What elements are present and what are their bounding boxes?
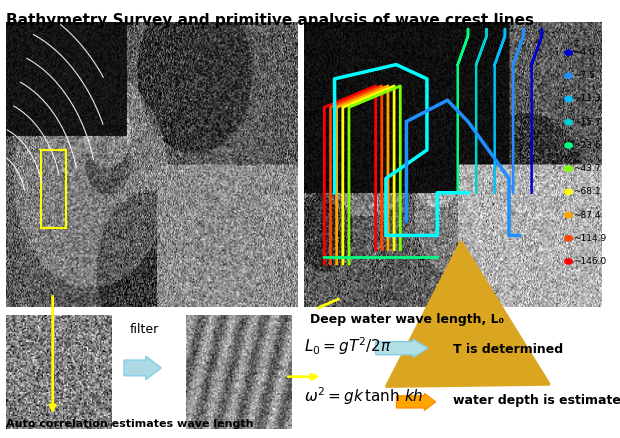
FancyArrow shape <box>124 356 161 380</box>
Text: Bathymetry Survey and primitive analysis of wave crest lines: Bathymetry Survey and primitive analysis… <box>6 13 534 28</box>
Text: filter: filter <box>129 323 159 336</box>
Text: ~11.3: ~11.3 <box>574 95 601 103</box>
Text: ~43.7: ~43.7 <box>574 164 601 173</box>
Text: ~114.9: ~114.9 <box>574 234 607 243</box>
Text: T is determined: T is determined <box>453 343 563 356</box>
Bar <box>42 150 66 228</box>
Text: z: z <box>574 38 578 48</box>
Text: Deep water wave length, L₀: Deep water wave length, L₀ <box>310 313 504 326</box>
Text: ~68.1: ~68.1 <box>574 187 601 196</box>
Text: $\omega^2 = gk\,\tanh\,kh$: $\omega^2 = gk\,\tanh\,kh$ <box>304 385 423 407</box>
Text: water depth is estimated: water depth is estimated <box>453 394 620 407</box>
Text: ~15.7: ~15.7 <box>574 118 601 127</box>
Text: ~23.6: ~23.6 <box>574 141 601 150</box>
Text: ~146.0: ~146.0 <box>574 257 607 266</box>
Text: $L_0 = gT^2 / 2\pi$: $L_0 = gT^2 / 2\pi$ <box>304 335 391 357</box>
FancyArrow shape <box>397 393 435 410</box>
Text: ~4.0: ~4.0 <box>574 48 595 57</box>
FancyArrow shape <box>376 339 428 357</box>
Text: ~7.5: ~7.5 <box>574 71 595 80</box>
Text: Auto correlation estimates wave length: Auto correlation estimates wave length <box>6 419 254 429</box>
Text: 1st: 1st <box>435 284 450 294</box>
Text: ~87.4: ~87.4 <box>574 211 601 219</box>
